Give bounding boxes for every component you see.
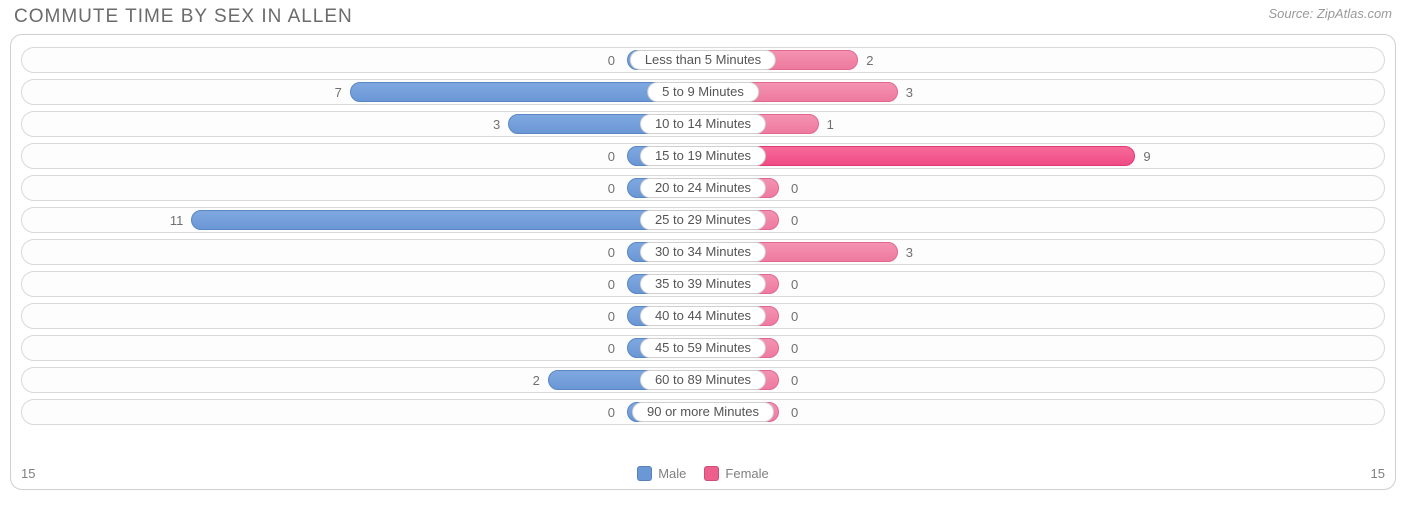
- legend-item-female: Female: [704, 466, 768, 481]
- table-row: 10 to 14 Minutes 3 1: [21, 111, 1385, 137]
- female-value: 3: [906, 80, 913, 106]
- female-value: 9: [1143, 144, 1150, 170]
- male-swatch-icon: [637, 466, 652, 481]
- legend-male-label: Male: [658, 466, 686, 481]
- table-row: 20 to 24 Minutes 0 0: [21, 175, 1385, 201]
- male-bar: [191, 210, 703, 230]
- chart-title: COMMUTE TIME BY SEX IN ALLEN: [14, 6, 353, 28]
- table-row: 35 to 39 Minutes 0 0: [21, 271, 1385, 297]
- category-label: 30 to 34 Minutes: [640, 242, 766, 262]
- table-row: 25 to 29 Minutes 11 0: [21, 207, 1385, 233]
- female-value: 0: [791, 272, 798, 298]
- category-label: 5 to 9 Minutes: [647, 82, 759, 102]
- table-row: 90 or more Minutes 0 0: [21, 399, 1385, 425]
- category-label: 45 to 59 Minutes: [640, 338, 766, 358]
- category-label: Less than 5 Minutes: [630, 50, 776, 70]
- axis-max-right: 15: [1371, 466, 1385, 481]
- male-value: 0: [608, 336, 615, 362]
- table-row: 45 to 59 Minutes 0 0: [21, 335, 1385, 361]
- table-row: 15 to 19 Minutes 0 9: [21, 143, 1385, 169]
- header: COMMUTE TIME BY SEX IN ALLEN Source: Zip…: [10, 6, 1396, 34]
- legend: Male Female: [637, 466, 769, 481]
- category-label: 90 or more Minutes: [632, 402, 774, 422]
- source-attribution: Source: ZipAtlas.com: [1268, 6, 1392, 21]
- axis-max-left: 15: [21, 466, 35, 481]
- female-value: 0: [791, 400, 798, 426]
- female-value: 0: [791, 304, 798, 330]
- table-row: 40 to 44 Minutes 0 0: [21, 303, 1385, 329]
- category-label: 35 to 39 Minutes: [640, 274, 766, 294]
- female-value: 1: [827, 112, 834, 138]
- male-value: 2: [533, 368, 540, 394]
- female-value: 3: [906, 240, 913, 266]
- table-row: 30 to 34 Minutes 0 3: [21, 239, 1385, 265]
- chart-footer: 15 Male Female 15: [21, 466, 1385, 481]
- male-value: 0: [608, 144, 615, 170]
- chart-container: COMMUTE TIME BY SEX IN ALLEN Source: Zip…: [0, 0, 1406, 522]
- male-value: 7: [335, 80, 342, 106]
- legend-item-male: Male: [637, 466, 686, 481]
- male-value: 11: [170, 208, 184, 234]
- female-value: 0: [791, 176, 798, 202]
- bar-rows: Less than 5 Minutes025 to 9 Minutes7310 …: [21, 47, 1385, 425]
- female-value: 2: [866, 48, 873, 74]
- male-value: 0: [608, 48, 615, 74]
- table-row: 5 to 9 Minutes 7 3: [21, 79, 1385, 105]
- female-swatch-icon: [704, 466, 719, 481]
- category-label: 20 to 24 Minutes: [640, 178, 766, 198]
- female-value: 0: [791, 336, 798, 362]
- male-value: 0: [608, 176, 615, 202]
- female-bar: [703, 146, 1135, 166]
- category-label: 40 to 44 Minutes: [640, 306, 766, 326]
- male-value: 0: [608, 240, 615, 266]
- male-value: 0: [608, 304, 615, 330]
- category-label: 10 to 14 Minutes: [640, 114, 766, 134]
- legend-female-label: Female: [725, 466, 768, 481]
- female-value: 0: [791, 208, 798, 234]
- male-value: 0: [608, 272, 615, 298]
- category-label: 60 to 89 Minutes: [640, 370, 766, 390]
- category-label: 15 to 19 Minutes: [640, 146, 766, 166]
- table-row: 60 to 89 Minutes 2 0: [21, 367, 1385, 393]
- male-value: 3: [493, 112, 500, 138]
- chart-area: Less than 5 Minutes025 to 9 Minutes7310 …: [10, 34, 1396, 490]
- table-row: Less than 5 Minutes 0 2: [21, 47, 1385, 73]
- female-value: 0: [791, 368, 798, 394]
- category-label: 25 to 29 Minutes: [640, 210, 766, 230]
- male-value: 0: [608, 400, 615, 426]
